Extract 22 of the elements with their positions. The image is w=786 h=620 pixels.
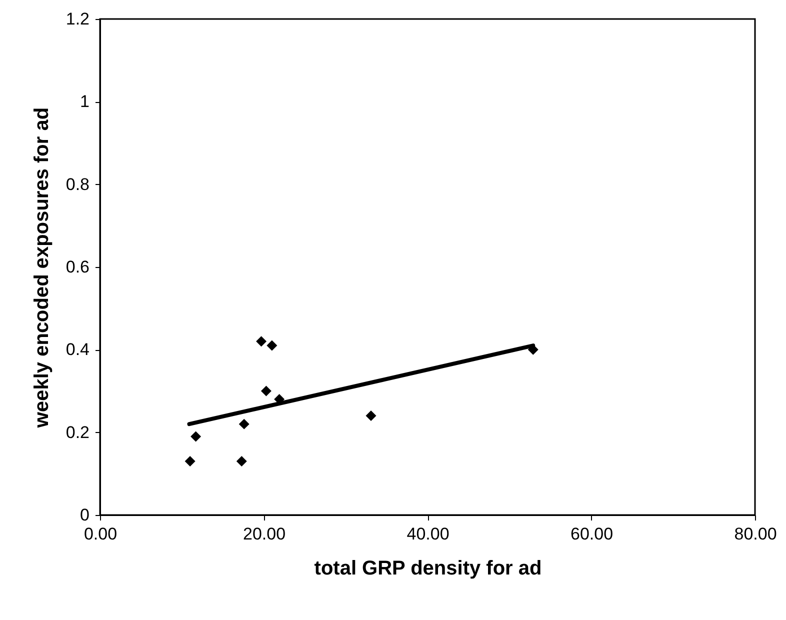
x-tick-label: 40.00 xyxy=(406,524,450,544)
y-tick-label: 1.2 xyxy=(66,10,90,28)
point xyxy=(260,386,272,396)
x-tick-label: 80.00 xyxy=(734,524,777,544)
x-tick-label: 0.00 xyxy=(84,524,118,544)
y-tick-label: 0.4 xyxy=(66,340,90,360)
point xyxy=(256,336,267,347)
point xyxy=(184,456,196,467)
x-tick-label: 20.00 xyxy=(242,524,286,544)
y-axis-title: weekly encoded exposures for ad xyxy=(30,107,53,429)
y-tick-label: 0.8 xyxy=(66,174,90,194)
point xyxy=(238,418,250,430)
point xyxy=(366,410,376,422)
y-tick-label: 1 xyxy=(80,92,90,112)
point xyxy=(236,456,247,467)
y-tick-label: 0 xyxy=(80,506,90,524)
y-tick-label: 0.2 xyxy=(66,422,90,442)
x-axis-title: total GRP density for ad xyxy=(314,558,542,580)
y-tick-label: 0.6 xyxy=(66,258,90,276)
x-tick-label: 60.00 xyxy=(570,524,614,544)
point xyxy=(190,431,202,442)
point xyxy=(266,340,278,351)
